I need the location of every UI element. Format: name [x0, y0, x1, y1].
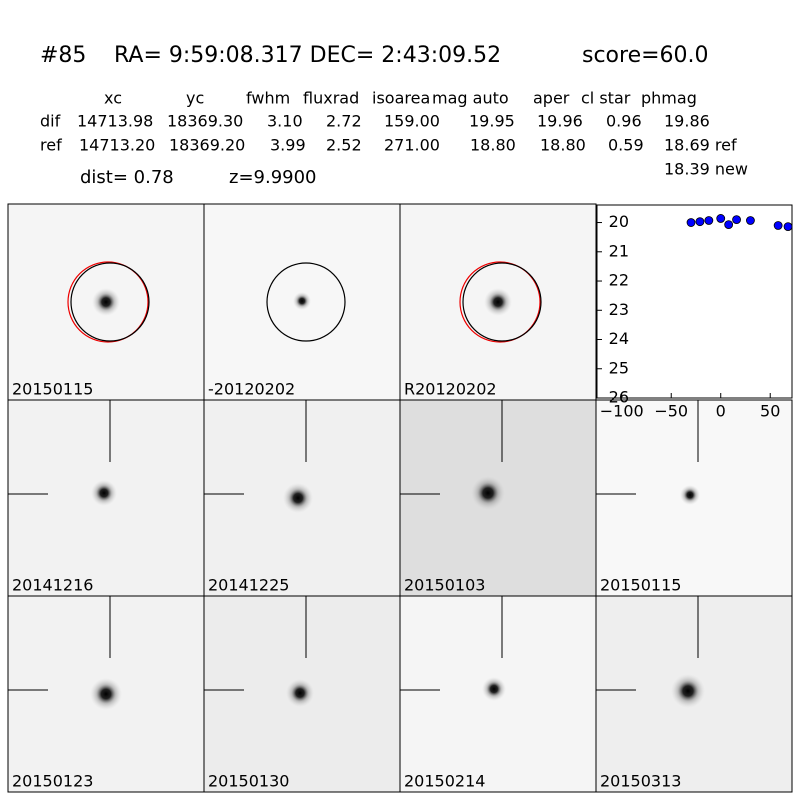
panel-label: R20120202 [404, 380, 497, 399]
panel-label: 20150103 [404, 576, 485, 595]
point [773, 221, 783, 230]
column-header: mag auto [432, 89, 509, 108]
table-cell: 18.80 [540, 136, 586, 155]
panel-label: -20120202 [208, 380, 295, 399]
panel-label: 20150123 [12, 772, 93, 791]
x-tick-label: −50 [654, 402, 688, 421]
table-cell: 18.80 [470, 136, 516, 155]
point [704, 216, 714, 225]
source [283, 483, 313, 513]
aperture [462, 262, 542, 342]
column-header: aper [533, 89, 570, 108]
y-tick-label: 25 [609, 358, 629, 377]
source [92, 288, 120, 316]
table-cell: dif [40, 112, 61, 131]
column-header: yc [186, 89, 204, 108]
table-cell: 2.52 [326, 136, 362, 155]
redshift: z=9.9900 [229, 167, 317, 188]
x-tick-label: −100 [600, 402, 644, 421]
distance: dist= 0.78 [80, 167, 174, 188]
new-mag: 18.39 new [664, 160, 748, 179]
panel-label: 20150214 [404, 772, 485, 791]
table-cell: 0.59 [608, 136, 644, 155]
y-tick-label: 21 [609, 241, 629, 260]
column-header: isoarea [372, 89, 430, 108]
source [91, 480, 117, 506]
table-cell: 19.86 [664, 112, 710, 131]
table-cell: 14713.98 [77, 112, 153, 131]
table-cell: 18369.30 [167, 112, 243, 131]
x-tick-label: 0 [716, 402, 726, 421]
panel-label: 20141216 [12, 576, 93, 595]
table-cell: 159.00 [384, 112, 440, 131]
column-header: fluxrad [303, 89, 359, 108]
y-tick-label: 20 [609, 212, 629, 231]
coordinates: RA= 9:59:08.317 DEC= 2:43:09.52 [114, 43, 501, 68]
table-cell: 19.95 [469, 112, 515, 131]
y-tick-label: 24 [609, 329, 629, 348]
y-tick-label: 23 [609, 300, 629, 319]
aperture-ref [459, 261, 541, 343]
table-cell: 14713.20 [79, 136, 155, 155]
table-cell: 2.72 [326, 112, 362, 131]
source [471, 476, 505, 510]
aperture-ref [67, 261, 149, 343]
source [671, 674, 705, 708]
source [293, 292, 311, 310]
panel-label: 20150130 [208, 772, 289, 791]
source [680, 485, 700, 505]
point [695, 217, 705, 227]
score: score=60.0 [582, 43, 709, 68]
panel-label: 20150313 [600, 772, 681, 791]
table-cell: 18.69 ref [664, 136, 737, 155]
table-cell: 19.96 [537, 112, 583, 131]
source [484, 288, 512, 316]
x-tick-label: 50 [760, 402, 780, 421]
candidate-id: #85 [40, 43, 86, 68]
aperture [266, 262, 346, 342]
y-tick-label: 26 [609, 388, 629, 407]
table-cell: 3.10 [267, 112, 303, 131]
source [90, 678, 122, 710]
source [286, 679, 314, 707]
column-header: xc [104, 89, 122, 108]
table-cell: 3.99 [270, 136, 306, 155]
aperture [70, 262, 150, 342]
point [716, 214, 726, 223]
y-tick-label: 22 [609, 271, 629, 290]
table-cell: ref [40, 136, 62, 155]
point [746, 216, 755, 225]
point [724, 220, 734, 229]
panel-label: 20150115 [600, 576, 681, 595]
panel-label: 20141225 [208, 576, 289, 595]
table-cell: 0.96 [606, 112, 642, 131]
table-cell: 18369.20 [169, 136, 245, 155]
source [482, 677, 506, 701]
point [732, 215, 741, 225]
plot-area [596, 204, 793, 399]
column-header: cl star [581, 89, 631, 108]
table-cell: 271.00 [384, 136, 440, 155]
point [686, 218, 696, 227]
column-header: fwhm [246, 89, 290, 108]
point [783, 222, 793, 232]
panel-label: 20150115 [12, 380, 93, 399]
column-header: phmag [641, 89, 697, 108]
